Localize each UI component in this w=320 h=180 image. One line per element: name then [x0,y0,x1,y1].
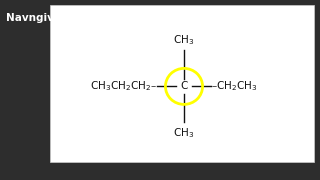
FancyBboxPatch shape [50,4,314,162]
Text: $\mathregular{CH_3}$: $\mathregular{CH_3}$ [173,126,195,140]
Text: C: C [180,81,188,91]
Text: $\mathregular{CH_3}$: $\mathregular{CH_3}$ [173,33,195,47]
Text: Navngivning af carbonhydrider?: Navngivning af carbonhydrider? [6,13,196,23]
Text: –$\mathregular{CH_2CH_3}$: –$\mathregular{CH_2CH_3}$ [211,80,258,93]
Text: $\mathregular{CH_3CH_2CH_2}$–: $\mathregular{CH_3CH_2CH_2}$– [90,80,157,93]
